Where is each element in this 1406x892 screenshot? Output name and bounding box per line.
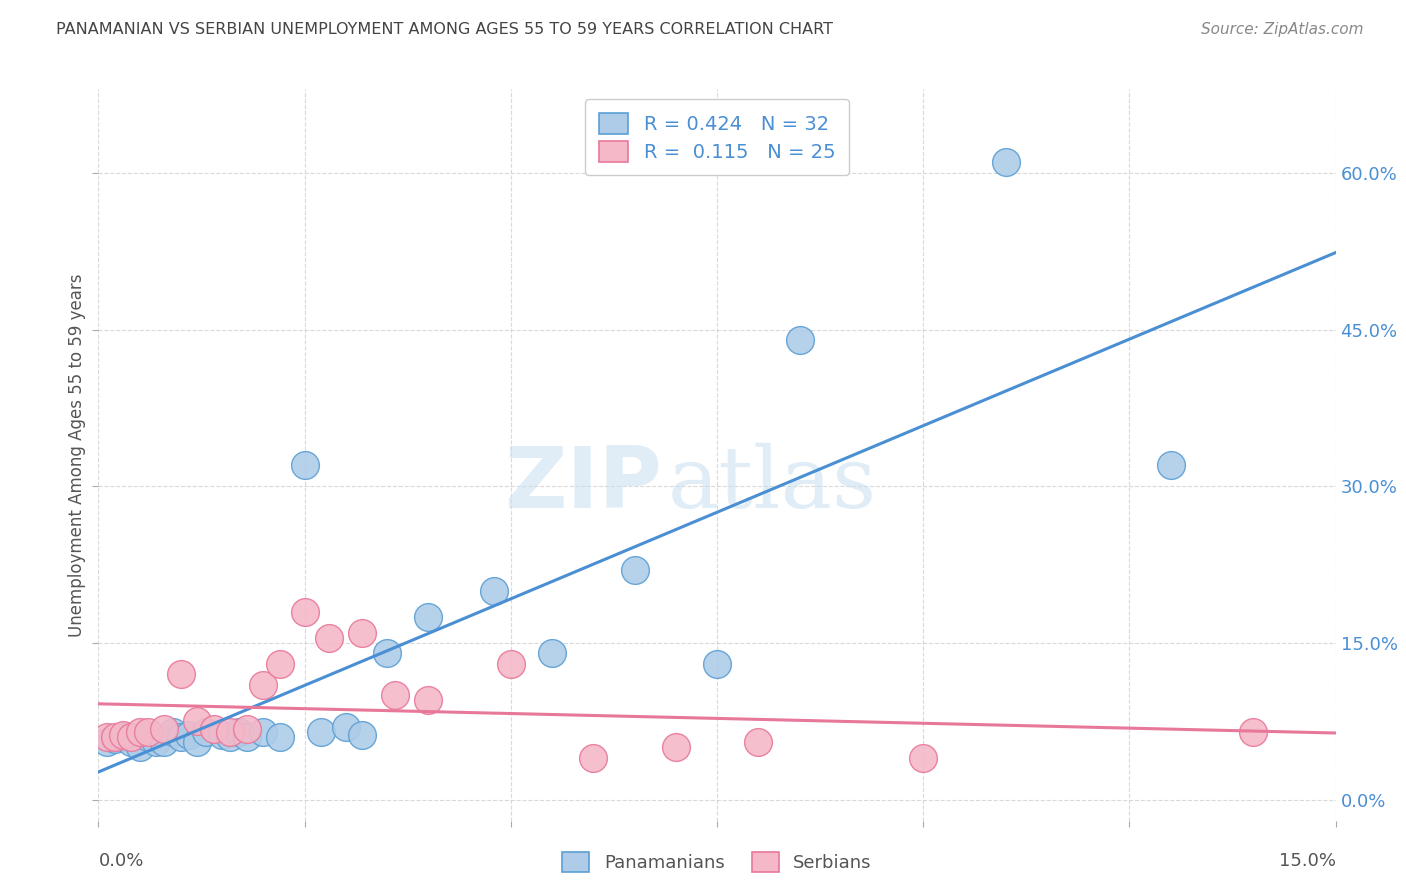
Point [418,693,440,707]
Point [252,724,274,739]
Point [219,730,242,744]
Point [112,728,135,742]
Point [623,563,645,577]
Point [384,688,406,702]
Point [747,735,769,749]
Text: 0.0%: 0.0% [98,852,143,870]
Point [789,333,811,347]
Point [352,625,374,640]
Text: ZIP: ZIP [503,442,661,525]
Point [153,735,176,749]
Point [912,751,935,765]
Point [1241,724,1264,739]
Point [294,605,316,619]
Text: atlas: atlas [668,442,877,525]
Point [309,724,332,739]
Y-axis label: Unemployment Among Ages 55 to 59 years: Unemployment Among Ages 55 to 59 years [67,273,86,637]
Point [252,678,274,692]
Point [294,458,316,473]
Point [96,735,118,749]
Point [994,155,1017,169]
Legend: Panamanians, Serbians: Panamanians, Serbians [550,839,884,885]
Point [706,657,728,671]
Point [186,714,208,729]
Point [541,647,564,661]
Point [120,735,142,749]
Point [194,724,217,739]
Point [228,724,250,739]
Point [499,657,522,671]
Point [335,720,357,734]
Point [128,740,150,755]
Point [236,730,259,744]
Point [418,610,440,624]
Point [219,724,242,739]
Point [179,728,201,742]
Text: Source: ZipAtlas.com: Source: ZipAtlas.com [1201,22,1364,37]
Point [582,751,605,765]
Point [375,647,398,661]
Text: 15.0%: 15.0% [1278,852,1336,870]
Point [96,730,118,744]
Point [170,667,193,681]
Point [665,740,688,755]
Point [1160,458,1182,473]
Point [170,730,193,744]
Point [112,730,135,744]
Point [211,728,233,742]
Point [120,730,142,744]
Text: PANAMANIAN VS SERBIAN UNEMPLOYMENT AMONG AGES 55 TO 59 YEARS CORRELATION CHART: PANAMANIAN VS SERBIAN UNEMPLOYMENT AMONG… [56,22,834,37]
Point [104,730,127,744]
Point [202,722,225,736]
Point [269,730,291,744]
Point [145,735,167,749]
Point [236,722,259,736]
Point [484,583,506,598]
Point [269,657,291,671]
Point [128,724,150,739]
Point [136,730,159,744]
Point [352,728,374,742]
Point [162,724,184,739]
Point [153,722,176,736]
Point [104,732,127,747]
Point [136,724,159,739]
Point [186,735,208,749]
Point [318,631,340,645]
